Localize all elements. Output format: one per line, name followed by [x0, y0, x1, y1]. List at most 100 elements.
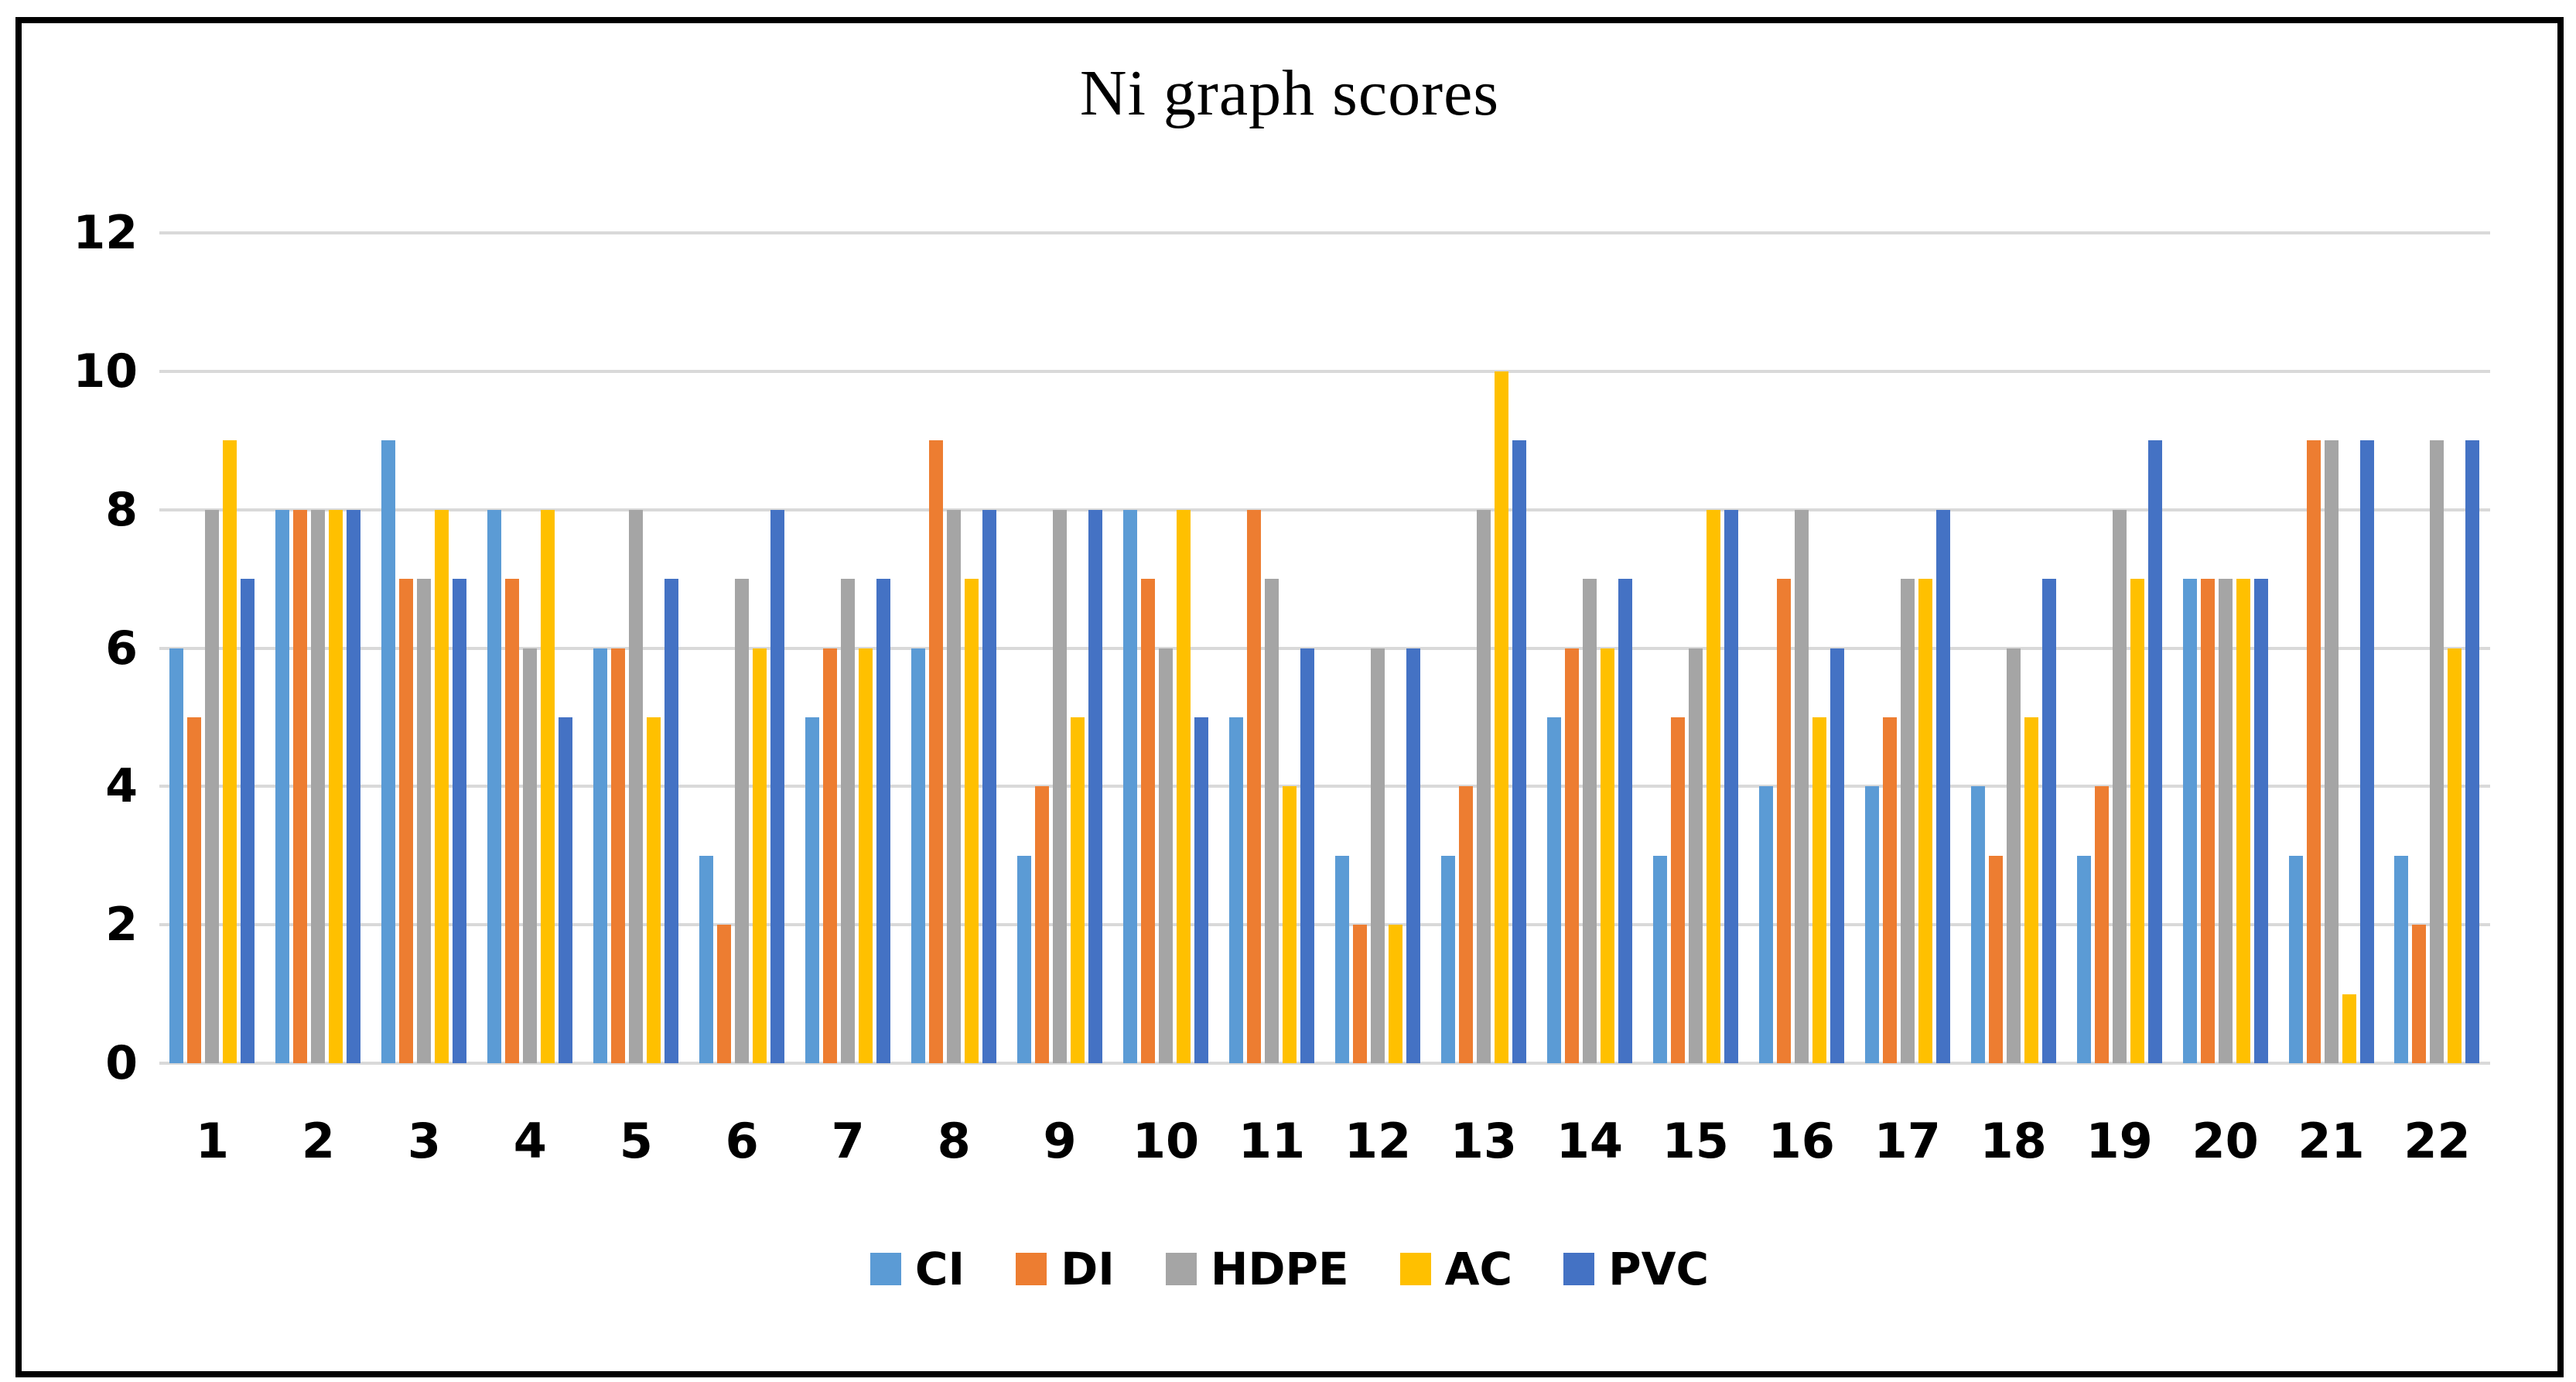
- bar-ac-cat10: [1177, 509, 1191, 1063]
- bar-ci-cat15: [1652, 855, 1667, 1063]
- gridline-y12: [159, 231, 2490, 234]
- bar-ac-cat3: [435, 509, 449, 1063]
- bar-group-1: [159, 233, 265, 1063]
- x-tick-label-5: 5: [619, 1113, 653, 1169]
- bar-group-11: [1219, 233, 1325, 1063]
- bar-di-cat8: [929, 440, 944, 1063]
- bar-hdpe-cat14: [1582, 579, 1597, 1063]
- x-tick-label-14: 14: [1556, 1113, 1623, 1169]
- bar-hdpe-cat6: [735, 579, 750, 1063]
- legend-label-hdpe: HDPE: [1210, 1243, 1349, 1295]
- bar-ci-cat22: [2394, 855, 2409, 1063]
- bar-group-10: [1113, 233, 1219, 1063]
- x-tick-label-1: 1: [195, 1113, 230, 1169]
- bar-ci-cat1: [169, 648, 184, 1063]
- bar-di-cat10: [1141, 579, 1156, 1063]
- bar-ac-cat12: [1388, 925, 1402, 1063]
- bar-group-21: [2278, 233, 2384, 1063]
- y-tick-label-4: 4: [105, 759, 138, 814]
- bar-group-9: [1007, 233, 1113, 1063]
- x-tick-label-11: 11: [1238, 1113, 1306, 1169]
- bar-pvc-cat4: [559, 717, 573, 1063]
- x-tick-label-20: 20: [2192, 1113, 2259, 1169]
- x-tick-label-19: 19: [2086, 1113, 2153, 1169]
- bar-hdpe-cat7: [841, 579, 856, 1063]
- bar-ac-cat21: [2342, 994, 2356, 1063]
- bar-di-cat5: [611, 648, 626, 1063]
- bar-di-cat12: [1352, 925, 1367, 1063]
- bar-pvc-cat13: [1512, 440, 1526, 1063]
- legend-item-di: DI: [1016, 1243, 1115, 1295]
- bar-di-cat20: [2200, 579, 2215, 1063]
- bar-di-cat7: [823, 648, 838, 1063]
- bar-hdpe-cat10: [1159, 648, 1174, 1063]
- x-tick-label-7: 7: [831, 1113, 865, 1169]
- legend-label-di: DI: [1061, 1243, 1115, 1295]
- gridline-y6: [159, 646, 2490, 650]
- x-tick-label-2: 2: [301, 1113, 335, 1169]
- bar-ac-cat16: [1812, 717, 1826, 1063]
- bar-ac-cat20: [2236, 579, 2250, 1063]
- bar-group-17: [1854, 233, 1960, 1063]
- y-tick-label-6: 6: [105, 621, 138, 676]
- bar-pvc-cat1: [241, 579, 255, 1063]
- y-tick-label-10: 10: [73, 344, 138, 399]
- x-tick-label-12: 12: [1344, 1113, 1412, 1169]
- bar-ci-cat17: [1864, 786, 1879, 1063]
- bar-ac-cat19: [2130, 579, 2144, 1063]
- chart-title: Ni graph scores: [1079, 57, 1500, 129]
- bar-di-cat3: [399, 579, 414, 1063]
- bar-ci-cat18: [1970, 786, 1985, 1063]
- bar-hdpe-cat16: [1794, 509, 1809, 1063]
- x-tick-label-21: 21: [2298, 1113, 2365, 1169]
- bar-pvc-cat15: [1724, 509, 1738, 1063]
- bar-pvc-cat11: [1300, 648, 1314, 1063]
- chart-frame: Ni graph scores 0 2 4 6 8 10 12 1 2 3 4 5 6 7 8 9 10 11 1…: [15, 17, 2564, 1377]
- bar-di-cat6: [717, 925, 732, 1063]
- bar-ci-cat4: [487, 509, 502, 1063]
- bar-pvc-cat14: [1618, 579, 1632, 1063]
- x-tick-label-17: 17: [1874, 1113, 1941, 1169]
- bar-ci-cat14: [1546, 717, 1561, 1063]
- bar-ac-cat5: [647, 717, 661, 1063]
- legend-swatch-ac: [1399, 1253, 1431, 1285]
- x-tick-label-9: 9: [1043, 1113, 1077, 1169]
- bar-di-cat17: [1882, 717, 1897, 1063]
- bar-pvc-cat8: [982, 509, 997, 1063]
- bar-hdpe-cat3: [417, 579, 432, 1063]
- y-tick-label-12: 12: [73, 206, 138, 260]
- bar-group-7: [795, 233, 901, 1063]
- bar-hdpe-cat15: [1688, 648, 1703, 1063]
- bar-di-cat11: [1247, 509, 1261, 1063]
- bar-group-12: [1324, 233, 1430, 1063]
- x-tick-label-4: 4: [513, 1113, 547, 1169]
- gridline-y10: [159, 369, 2490, 373]
- bar-hdpe-cat9: [1053, 509, 1068, 1063]
- bar-group-16: [1748, 233, 1854, 1063]
- y-tick-label-2: 2: [105, 898, 138, 953]
- bar-hdpe-cat8: [947, 509, 962, 1063]
- bar-ac-cat7: [859, 648, 873, 1063]
- x-tick-label-16: 16: [1768, 1113, 1835, 1169]
- bar-ci-cat8: [911, 648, 926, 1063]
- bar-group-22: [2384, 233, 2490, 1063]
- bar-hdpe-cat17: [1900, 579, 1915, 1063]
- y-tick-label-8: 8: [105, 482, 138, 537]
- bar-ci-cat9: [1017, 855, 1032, 1063]
- bar-di-cat13: [1458, 786, 1473, 1063]
- bar-hdpe-cat22: [2430, 440, 2444, 1063]
- bar-pvc-cat9: [1088, 509, 1103, 1063]
- bar-ci-cat11: [1229, 717, 1243, 1063]
- bar-group-19: [2066, 233, 2172, 1063]
- bar-di-cat2: [293, 509, 308, 1063]
- bar-hdpe-cat19: [2112, 509, 2127, 1063]
- bar-hdpe-cat11: [1265, 579, 1279, 1063]
- bar-ci-cat12: [1334, 855, 1349, 1063]
- bar-hdpe-cat13: [1476, 509, 1491, 1063]
- bar-pvc-cat7: [876, 579, 891, 1063]
- bar-di-cat4: [505, 579, 520, 1063]
- bar-di-cat9: [1035, 786, 1050, 1063]
- bar-pvc-cat3: [453, 579, 467, 1063]
- x-tick-label-3: 3: [407, 1113, 441, 1169]
